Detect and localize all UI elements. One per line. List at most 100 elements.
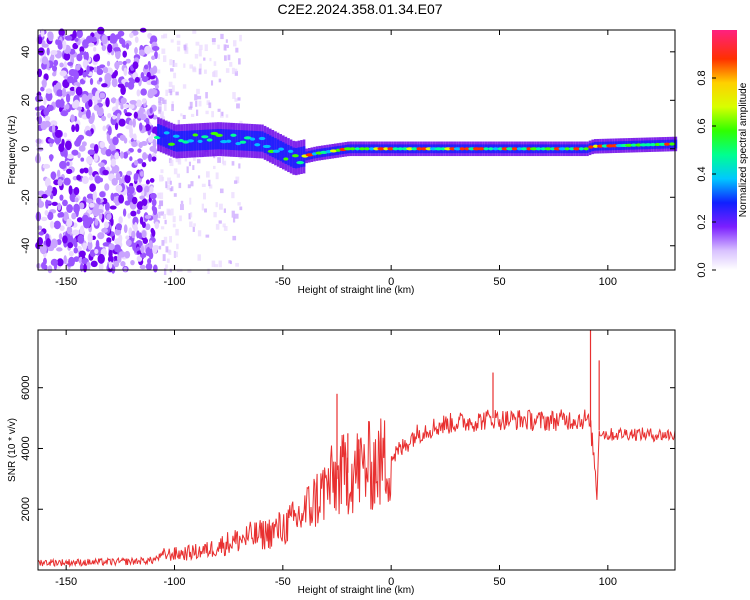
- heat-cell: [51, 124, 56, 133]
- heat-cell: [235, 47, 239, 53]
- heat-cell: [106, 213, 112, 221]
- heat-cell: [223, 208, 226, 213]
- heat-cell: [47, 31, 54, 42]
- ridge-core: [630, 143, 637, 147]
- heat-cell: [141, 221, 146, 229]
- heat-cell: [183, 63, 186, 68]
- heat-cell: [190, 212, 193, 218]
- heat-cell: [229, 62, 233, 67]
- heat-cell: [75, 64, 81, 71]
- heat-cell: [54, 129, 63, 138]
- ridge-core: [369, 147, 375, 151]
- heat-cell: [135, 101, 143, 108]
- heat-cell: [112, 136, 119, 146]
- heat-cell: [231, 67, 235, 75]
- heat-cell: [36, 262, 41, 269]
- heat-cell: [175, 228, 179, 236]
- heat-cell: [64, 35, 73, 41]
- heat-cell: [133, 173, 139, 182]
- heat-cell: [106, 60, 111, 67]
- heat-cell: [86, 155, 93, 165]
- ridge-band-inner: [175, 131, 178, 152]
- heat-cell: [89, 183, 96, 192]
- heat-cell: [170, 208, 174, 216]
- ridge-band-inner: [287, 144, 290, 166]
- heat-cell: [161, 240, 165, 246]
- heat-cell: [178, 182, 182, 189]
- heat-cell: [154, 221, 160, 230]
- heat-cell: [160, 226, 165, 230]
- heat-cell: [236, 103, 240, 109]
- heat-cell: [195, 100, 198, 107]
- heat-cell: [148, 240, 153, 249]
- snr-y-ticks: 2000 4000 6000: [20, 375, 675, 521]
- heat-cell: [49, 220, 55, 229]
- heat-cell: [193, 154, 196, 161]
- heat-cell: [66, 161, 70, 167]
- ridge-band-inner: [292, 147, 295, 168]
- heat-cell: [141, 161, 147, 168]
- heat-cell: [176, 34, 181, 38]
- ridge-band-inner: [201, 129, 204, 151]
- heat-cell: [136, 184, 143, 193]
- heat-cell: [115, 34, 122, 40]
- heat-cell: [112, 115, 117, 120]
- heat-cell: [163, 99, 167, 105]
- heat-cell: [188, 106, 193, 110]
- heat-cell: [81, 141, 87, 147]
- heat-cell: [182, 114, 186, 120]
- ridge-band-inner: [276, 139, 280, 160]
- heat-cell: [96, 209, 104, 214]
- heat-cell: [45, 88, 53, 94]
- heat-cell: [213, 61, 217, 66]
- heat-cell: [165, 89, 169, 96]
- ridge-core: [296, 161, 305, 165]
- heat-cell: [97, 26, 105, 35]
- heat-cell: [217, 157, 222, 163]
- heat-cell: [82, 39, 90, 49]
- heat-cell: [62, 235, 68, 244]
- heat-cell: [169, 159, 174, 167]
- heat-cell: [75, 86, 83, 96]
- heat-cell: [130, 260, 135, 266]
- ridge-core: [453, 147, 462, 151]
- ridge-core: [526, 147, 532, 151]
- ridge-band-inner: [297, 147, 301, 168]
- ridge-core: [258, 136, 266, 141]
- ridge-band-inner: [214, 129, 217, 150]
- heat-cell: [110, 192, 115, 201]
- heat-cell: [173, 62, 178, 67]
- heat-cell: [162, 254, 166, 262]
- heat-cell: [170, 39, 174, 43]
- ridge-band-inner: [157, 124, 160, 145]
- heat-cell: [129, 132, 134, 139]
- heat-cell: [80, 157, 85, 162]
- heat-cell: [215, 172, 219, 180]
- heat-cell: [141, 98, 147, 104]
- snr-panel: -150 -100 -50 0 50 100 2000 4000 6000 Height of…: [7, 329, 676, 596]
- heat-cell: [73, 71, 80, 80]
- ridge-band-inner: [245, 130, 249, 151]
- heat-cell: [90, 260, 98, 268]
- x-tick-label: 100: [599, 276, 617, 288]
- ridge-core: [220, 140, 228, 144]
- heat-cell: [101, 115, 107, 122]
- heat-cell: [217, 44, 220, 50]
- heat-cell: [95, 197, 101, 204]
- heat-cell: [196, 109, 199, 116]
- heat-cell: [225, 114, 229, 118]
- heat-cell: [83, 168, 89, 174]
- heat-cell: [207, 268, 210, 275]
- ridge-core: [272, 149, 280, 153]
- heat-cell: [220, 33, 224, 40]
- heat-cell: [209, 57, 212, 62]
- y-tick-label: 0: [20, 146, 32, 152]
- heat-cell: [43, 97, 47, 106]
- heat-cell: [99, 191, 106, 198]
- heat-cell: [145, 118, 150, 126]
- heat-cell: [219, 188, 224, 194]
- ridge-core: [520, 147, 528, 151]
- ridge-band-inner: [227, 129, 230, 150]
- spectrogram-marks: [34, 26, 678, 275]
- heat-cell: [57, 202, 62, 211]
